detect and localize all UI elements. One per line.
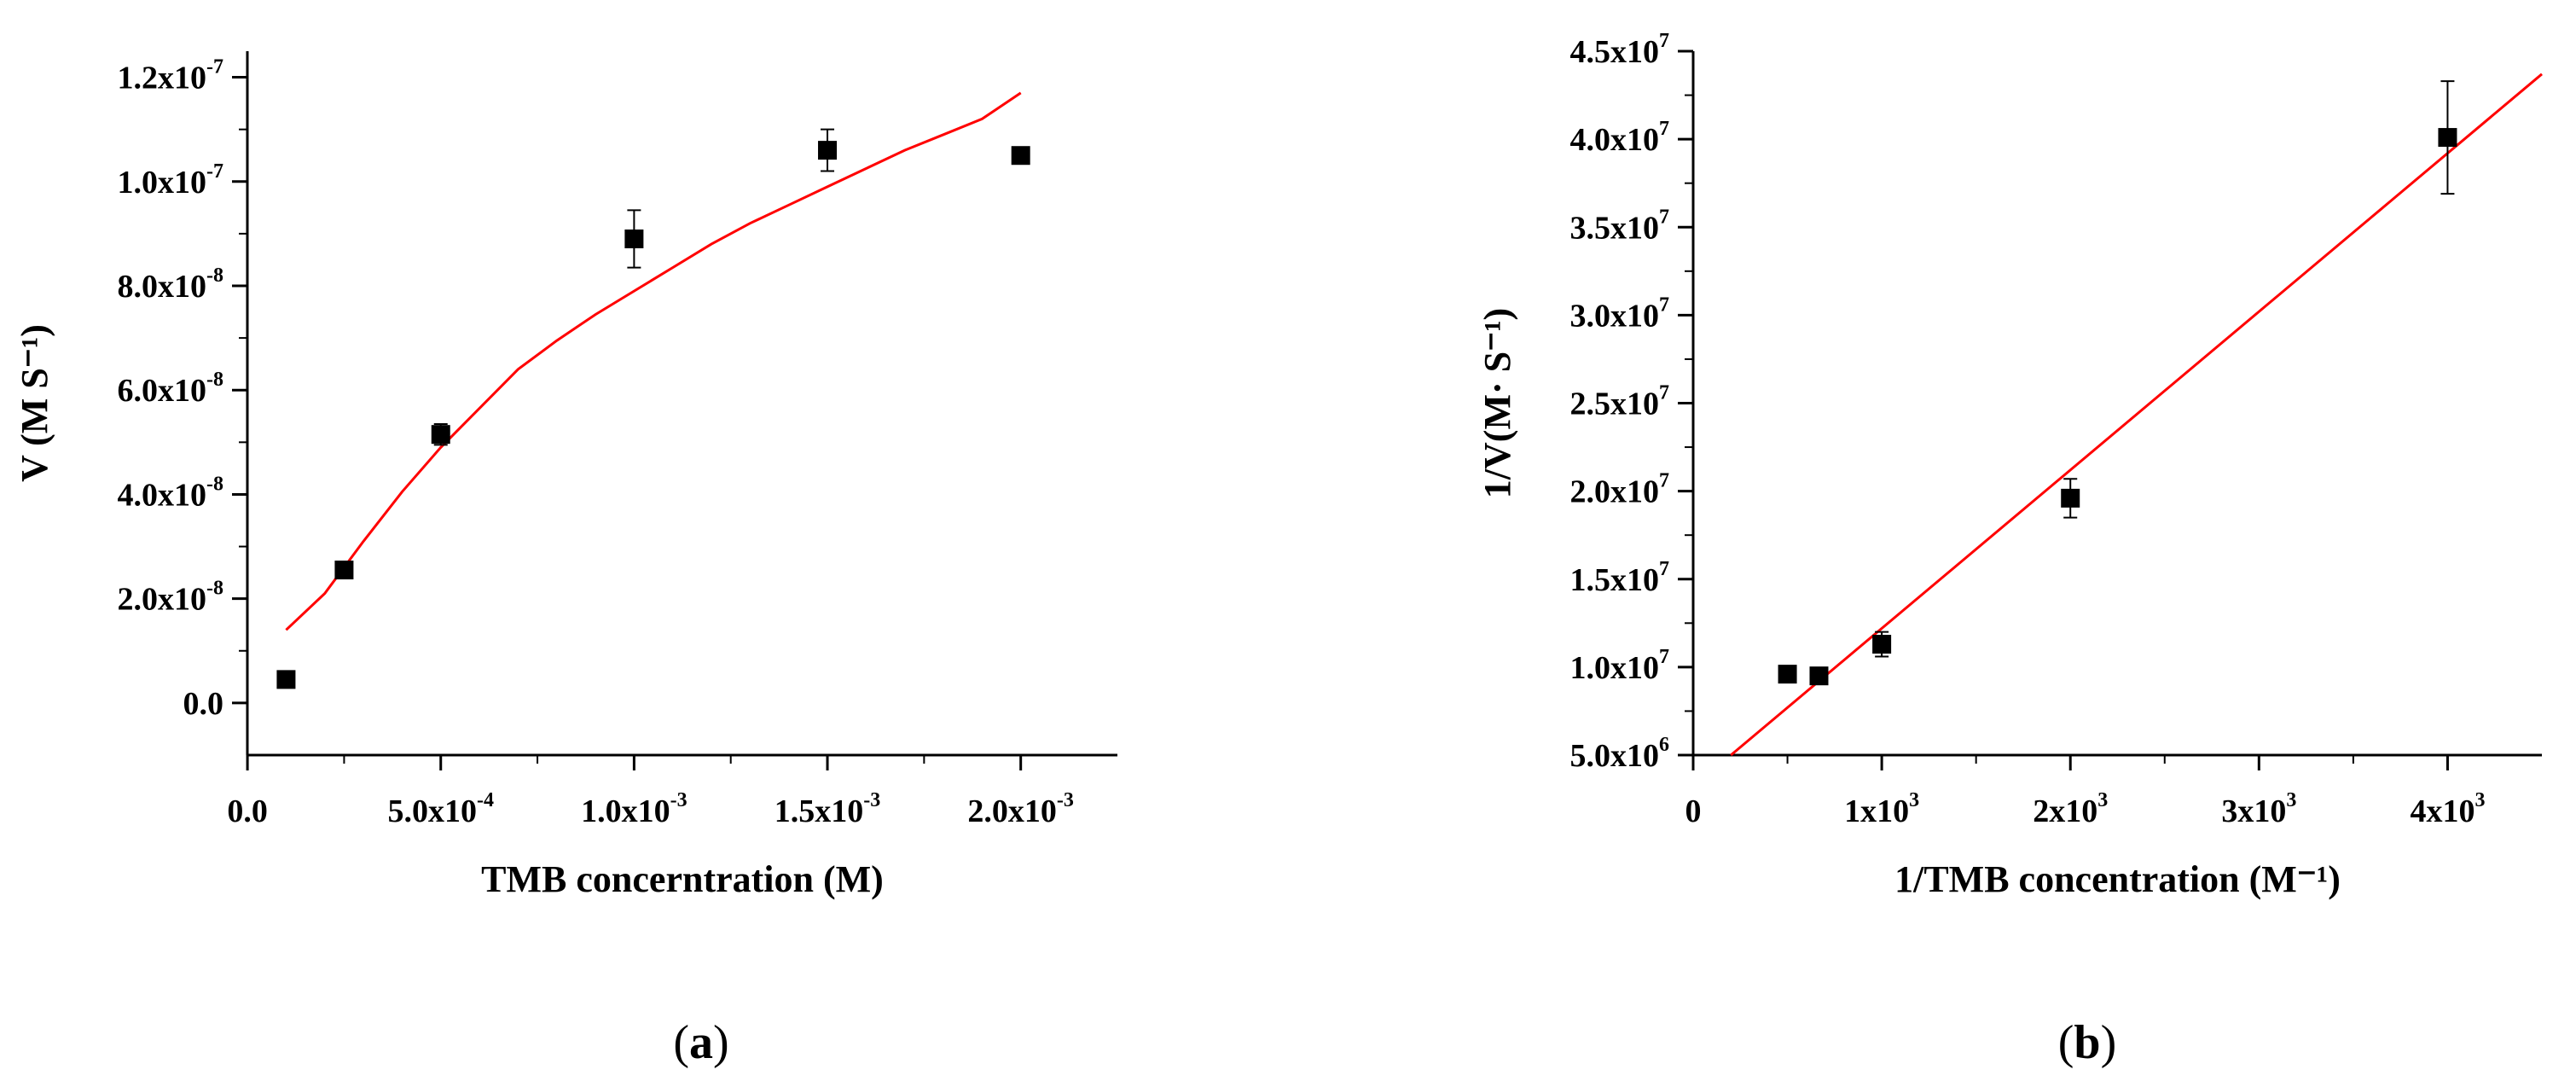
panel-a-label: (a)	[673, 1016, 728, 1069]
panel-a-data-point	[1011, 146, 1030, 166]
panel-b-y-tick-label: 1.5x107	[1570, 558, 1670, 598]
panel-a-data-point	[431, 425, 450, 445]
panel-a-x-tick-label: 5.0x10-4	[387, 789, 494, 829]
panel-b-data-point	[1809, 666, 1829, 686]
panel-a-y-tick-label: 2.0x10-8	[118, 578, 224, 618]
panel-labels: (a) (b)	[673, 1016, 2116, 1069]
panel-b-y-tick-label: 2.0x107	[1570, 470, 1670, 510]
panel-a-x-tick-label: 1.5x10-3	[775, 789, 881, 829]
panel-b-x-tick-label: 0	[1685, 793, 1702, 829]
panel-a-x-tick-label: 1.0x10-3	[581, 789, 688, 829]
panel-b-label: (b)	[2058, 1016, 2116, 1069]
panel-a-data-point	[334, 561, 354, 580]
panel-b-data-point	[1778, 665, 1797, 684]
panel-b-data-point	[2438, 128, 2457, 148]
panel-b-chart: 0 1x103 2x103 3x103 4x103 5.0x106 1.0x107 1.5x1…	[1477, 30, 2543, 900]
panel-a-data-point	[276, 670, 296, 689]
panel-a-x-axis-title: TMB concerntration (M)	[481, 858, 884, 900]
panel-b-x-tick-label: 2x103	[2033, 789, 2108, 829]
panel-b-x-tick-label: 1x103	[1844, 789, 1919, 829]
panel-b-y-axis-title: 1/V(M· S⁻¹)	[1477, 308, 1518, 498]
panel-b-data-point	[2061, 488, 2080, 508]
panel-a-data-point	[818, 141, 838, 160]
panel-b-y-tick-label: 1.0x107	[1570, 646, 1670, 686]
panel-a-y-tick-label: 4.0x10-8	[118, 473, 224, 513]
panel-a-y-tick-label: 8.0x10-8	[118, 264, 224, 305]
panel-b-y-tick-label: 4.0x107	[1570, 118, 1670, 158]
panel-a-x-tick-label: 0.0	[227, 793, 268, 829]
panel-b-y-tick-label: 5.0x106	[1570, 734, 1670, 774]
panel-a-chart: 0.0 5.0x10-4 1.0x10-3 1.5x10-3 2.0x10-3 0.0 2.…	[14, 51, 1117, 900]
panel-b-data-point	[1872, 635, 1892, 654]
panel-b-x-tick-label: 3x103	[2221, 789, 2296, 829]
panel-b-y-tick-label: 3.0x107	[1570, 294, 1670, 334]
panel-a-x-tick-label: 2.0x10-3	[967, 789, 1074, 829]
panel-b-y-tick-label: 4.5x107	[1570, 30, 1670, 70]
panel-a-y-tick-label: 0.0	[183, 686, 224, 722]
panel-b-y-tick-label: 2.5x107	[1570, 382, 1670, 422]
panel-a-y-tick-label: 1.2x10-7	[118, 56, 224, 96]
panel-b-x-tick-label: 4x103	[2410, 789, 2485, 829]
panel-b-y-tick-label: 3.5x107	[1570, 206, 1670, 246]
panel-a-y-axis-title: V (M S⁻¹)	[14, 324, 55, 482]
panel-a-data-point	[624, 230, 644, 248]
panel-b-fit-line	[1730, 73, 2543, 757]
panel-a-fit-line	[285, 91, 1022, 631]
panel-b-x-axis-title: 1/TMB concentration (M⁻¹)	[1894, 858, 2341, 900]
panel-a-y-tick-label: 1.0x10-7	[118, 160, 224, 201]
panel-a-y-tick-label: 6.0x10-8	[118, 369, 224, 409]
